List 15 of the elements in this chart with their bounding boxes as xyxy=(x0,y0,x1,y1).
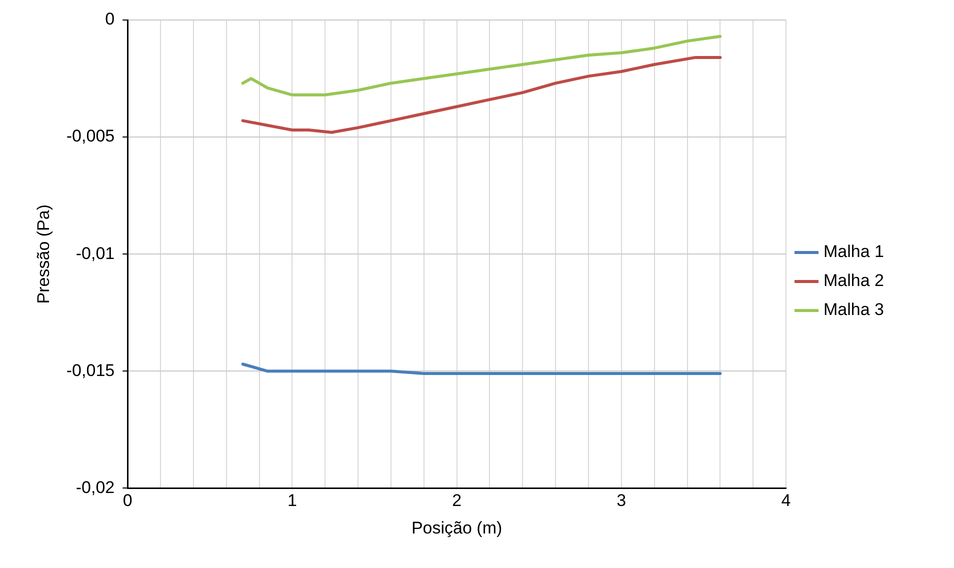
y-tick-label: -0,015 xyxy=(66,360,115,380)
x-tick-label: 3 xyxy=(616,491,626,510)
legend-label: Malha 3 xyxy=(824,300,884,320)
x-axis-title: Posição (m) xyxy=(411,518,502,538)
y-tick-label: -0,01 xyxy=(76,244,115,263)
y-tick-label: -0,005 xyxy=(66,126,115,146)
y-tick-label: 0 xyxy=(105,10,115,29)
legend-label: Malha 1 xyxy=(824,242,884,262)
legend-label: Malha 2 xyxy=(824,271,884,290)
x-tick-label: 0 xyxy=(122,491,132,510)
y-axis-title: Pressão (Pa) xyxy=(34,204,53,304)
x-tick-label: 2 xyxy=(452,491,462,510)
y-tick-label: -0,02 xyxy=(76,478,115,497)
x-tick-label: 4 xyxy=(781,491,791,510)
x-tick-label: 1 xyxy=(287,491,297,510)
